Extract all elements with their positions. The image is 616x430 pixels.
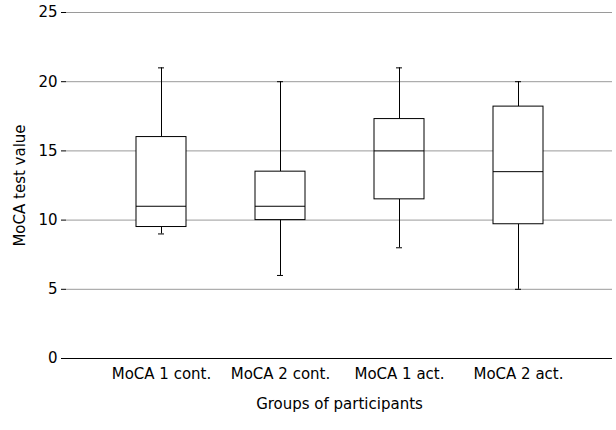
svg-text:0: 0 — [48, 349, 58, 367]
svg-text:25: 25 — [38, 3, 57, 21]
svg-text:15: 15 — [38, 142, 57, 160]
svg-text:5: 5 — [48, 280, 58, 298]
svg-text:Groups of participants: Groups of participants — [256, 395, 423, 413]
svg-text:MoCA 1 cont.: MoCA 1 cont. — [112, 365, 212, 383]
svg-text:MoCA test value: MoCA test value — [11, 124, 29, 246]
svg-text:MoCA 1 act.: MoCA 1 act. — [354, 365, 444, 383]
svg-text:MoCA 2 cont.: MoCA 2 cont. — [231, 365, 331, 383]
svg-text:20: 20 — [38, 73, 57, 91]
svg-text:10: 10 — [38, 211, 57, 229]
svg-text:MoCA 2 act.: MoCA 2 act. — [473, 365, 563, 383]
